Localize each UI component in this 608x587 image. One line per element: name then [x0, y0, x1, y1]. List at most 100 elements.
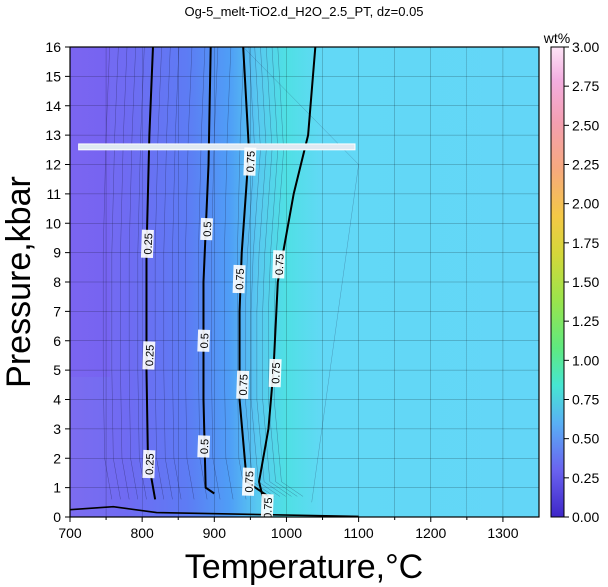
- x-tick-label: 1200: [415, 525, 446, 541]
- colorbar-tick-label: 2.75: [572, 78, 599, 94]
- contour-label-bg: [197, 435, 211, 458]
- colorbar-tick-label: 1.75: [572, 235, 599, 251]
- y-tick-label: 15: [45, 68, 61, 84]
- contour-label-text: 0.75: [244, 471, 257, 493]
- x-tick-label: 1000: [271, 525, 302, 541]
- contour-label: 0.75: [236, 370, 251, 399]
- contour-label: 0.75: [243, 147, 258, 176]
- x-tick-label: 700: [58, 525, 82, 541]
- thin-contour: [137, 47, 147, 500]
- contour-labels: 0.25 0.25 0.25 0.5 0.5 0.5 0.75 0.75 0.75 0.75 0.7…: [140, 147, 287, 519]
- contour-label: 0.75: [268, 358, 283, 388]
- colorbar-tick-label: 3.00: [572, 39, 599, 55]
- contour-label-text: 0.75: [234, 268, 247, 290]
- thin-contour: [163, 47, 173, 500]
- thin-contour: [198, 47, 208, 500]
- thin-contour: [185, 47, 195, 500]
- colorbar-tick-label: 0.00: [572, 509, 599, 525]
- y-tick-label: 10: [45, 215, 61, 231]
- thin-contour: [120, 47, 130, 500]
- contour-label-bg: [243, 147, 257, 176]
- contour-label: 0.5: [197, 329, 212, 352]
- grid-lines: [70, 47, 539, 517]
- contour-label: 0.5: [200, 217, 215, 241]
- contour-label: 0.75: [272, 250, 287, 279]
- colorbar-tick-label: 0.25: [572, 470, 599, 486]
- contour-line-base: [70, 505, 359, 517]
- y-tick-label: 13: [45, 127, 61, 143]
- chart-title: Og-5_melt-TiO2.d_H2O_2.5_PT, dz=0.05: [184, 4, 423, 19]
- colorbar-tick-label: 1.50: [572, 274, 599, 290]
- colorbar-tick-label: 0.75: [572, 392, 599, 408]
- contour-label: 0.25: [140, 229, 156, 258]
- x-tick-label: 800: [130, 525, 154, 541]
- y-tick-label: 16: [45, 39, 61, 55]
- contour-label-bg: [142, 341, 156, 370]
- thin-contour: [154, 47, 164, 500]
- contour-label-text: 0.5: [199, 333, 212, 349]
- thin-contour: [111, 47, 121, 500]
- colorbar-ticks: 0.00 0.25 0.50 0.75 1.00 1.25 1.50 1.75 2.00 2.25…: [564, 39, 599, 525]
- colorbar-tick-label: 1.00: [572, 352, 599, 368]
- contour-label-bg: [268, 358, 282, 388]
- contour-label-text: 0.75: [274, 253, 287, 275]
- x-tick-label: 900: [203, 525, 227, 541]
- contour-label-bg: [140, 229, 154, 258]
- thin-contour: [224, 47, 234, 500]
- colorbar-tick-label: 1.25: [572, 313, 599, 329]
- contour-label: 0.5: [197, 435, 212, 458]
- thin-contour: [243, 47, 359, 503]
- contour-label: 0.75: [241, 467, 257, 496]
- contour-label-text: 0.25: [144, 453, 157, 475]
- y-tick-label: 0: [53, 509, 61, 525]
- thin-contour: [102, 47, 113, 500]
- y-tick-label: 8: [53, 274, 61, 290]
- plot-area: 0.25 0.25 0.25 0.5 0.5 0.5 0.75 0.75 0.75 0.75 0.7…: [70, 47, 539, 519]
- x-tick-label: 1100: [344, 525, 374, 541]
- colorbar-label: wt%: [543, 30, 570, 46]
- contour-label: 0.25: [142, 449, 157, 479]
- x-axis-ticks: 700 800 900 1000 1100 1200 1300: [58, 517, 519, 541]
- contour-label-text: 0.75: [238, 374, 251, 396]
- contour-label-bg: [197, 329, 211, 352]
- x-tick-label: 1300: [487, 525, 518, 541]
- contour-label-bg: [241, 467, 255, 496]
- colorbar: [550, 46, 565, 518]
- y-tick-label: 5: [53, 362, 61, 378]
- y-axis-title: Pressure,kbar: [0, 176, 38, 388]
- contour-label-text: 0.5: [202, 221, 215, 237]
- contour-label-bg: [236, 370, 250, 399]
- contour-label-bg: [232, 264, 246, 294]
- contour-label: 0.25: [142, 341, 157, 370]
- colorbar-tick-label: 2.00: [572, 196, 599, 212]
- y-tick-label: 2: [53, 450, 61, 466]
- y-tick-label: 12: [45, 157, 61, 173]
- contour-label-bg: [260, 493, 274, 517]
- colorbar-tick-label: 2.25: [572, 157, 599, 173]
- y-tick-label: 11: [46, 186, 61, 202]
- contour-label-text: 0.75: [245, 151, 258, 173]
- y-tick-label: 7: [53, 303, 61, 319]
- contour-label-bg: [272, 250, 286, 279]
- y-tick-label: 1: [53, 480, 61, 496]
- contour-label-text: 0.5: [199, 439, 212, 455]
- contour-label: 0.75: [232, 264, 247, 294]
- contour-label-bg: [200, 217, 213, 241]
- thin-contour: [172, 47, 182, 500]
- contour-label-text: 0.75: [262, 497, 275, 519]
- contour-label: 0.75: [260, 493, 275, 519]
- thin-contour: [237, 47, 247, 500]
- y-tick-label: 14: [45, 98, 61, 114]
- y-tick-label: 6: [53, 333, 61, 349]
- contour-label-text: 0.25: [143, 233, 156, 255]
- thin-contour: [211, 47, 221, 500]
- contour-label-bg: [142, 449, 156, 479]
- y-tick-label: 4: [53, 392, 61, 408]
- colorbar-tick-label: 0.50: [572, 431, 599, 447]
- colorbar-tick-label: 2.50: [572, 117, 599, 133]
- contour-label-text: 0.25: [144, 345, 157, 367]
- highlight-band: [78, 143, 356, 151]
- thin-contour: [128, 47, 139, 500]
